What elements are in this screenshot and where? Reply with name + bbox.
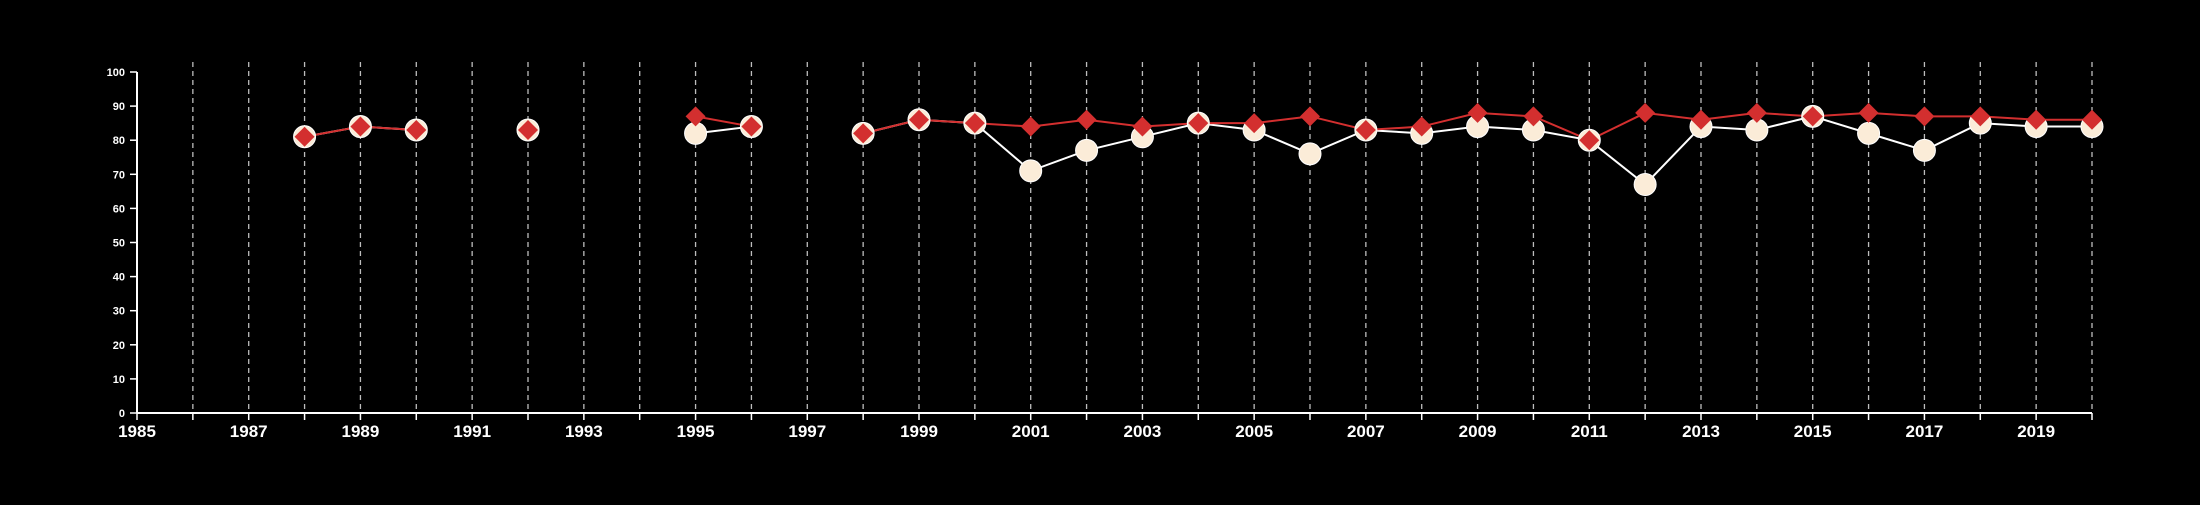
axes: 0 10 20 30 40 50 60 70 80 90 100 1985 1987 1989 1991 19… [107,67,2093,441]
series-2-point [1858,102,1879,123]
series-2-point [1914,106,1935,127]
series-2-point [1355,119,1376,140]
series-1-point [1912,138,1936,162]
series-2-point [1132,116,1153,137]
series-2-point [1020,116,1041,137]
x-tick-label: 2003 [1124,422,1162,441]
x-tick-label: 2015 [1794,422,1832,441]
series-2-point [2026,109,2047,130]
y-tick-label: 20 [113,340,125,352]
x-tick-label: 1997 [788,422,826,441]
x-tick-label: 2009 [1459,422,1497,441]
x-tick-label: 2017 [1906,422,1944,441]
series-2-point [1467,102,1488,123]
series-2-point [685,106,706,127]
series-2-point [1244,113,1265,134]
series-2-point [1970,106,1991,127]
series-2-point [741,116,762,137]
series-2-point [350,116,371,137]
x-tick-label: 1999 [900,422,938,441]
x-tick-label: 1993 [565,422,603,441]
series-1-point [1633,173,1657,197]
y-tick-label: 30 [113,306,125,318]
series-1-point [1298,142,1322,166]
series-2-point [853,123,874,144]
series-2-point [1188,113,1209,134]
series-2-point [964,113,985,134]
y-tick-label: 10 [113,374,125,386]
y-tick-label: 40 [113,272,125,284]
y-tick-label: 70 [113,169,125,181]
series-2-point [294,126,315,147]
series-2-point [1076,109,1097,130]
y-tick-label: 100 [107,67,125,79]
x-tick-label: 2019 [2017,422,2055,441]
series-2-point [1523,106,1544,127]
y-tick-label: 90 [113,101,125,113]
series [293,102,2104,197]
x-tick-label: 2011 [1571,422,1608,441]
y-tick-label: 0 [119,408,125,420]
series-2-point [1691,109,1711,130]
series-2-point [406,119,427,140]
x-tick-label: 2001 [1012,422,1050,441]
gridlines [192,62,2093,413]
series-1-point [1857,121,1881,145]
series-2-point [1802,106,1823,127]
series-2-point [1300,106,1320,127]
x-tick-label: 1989 [342,422,380,441]
series-2-point [1635,102,1656,123]
series-2-point [518,119,538,140]
series-1-point [1019,159,1043,183]
y-tick-label: 50 [113,238,125,250]
y-tick-label: 80 [113,135,125,147]
x-tick-label: 1995 [677,422,715,441]
y-tick-label: 60 [113,203,125,215]
series-2-point [1746,102,1767,123]
x-tick-label: 1985 [118,422,156,441]
x-tick-label: 1987 [230,422,268,441]
series-2-point [2082,109,2102,130]
series-2-point [909,109,929,130]
x-tick-label: 2013 [1682,422,1720,441]
series-1-point [1075,138,1099,162]
series-2-point [1411,116,1432,137]
x-tick-label: 2005 [1235,422,1273,441]
x-tick-label: 1991 [453,422,491,441]
x-tick-label: 2007 [1347,422,1385,441]
series-2-point [1579,130,1600,151]
